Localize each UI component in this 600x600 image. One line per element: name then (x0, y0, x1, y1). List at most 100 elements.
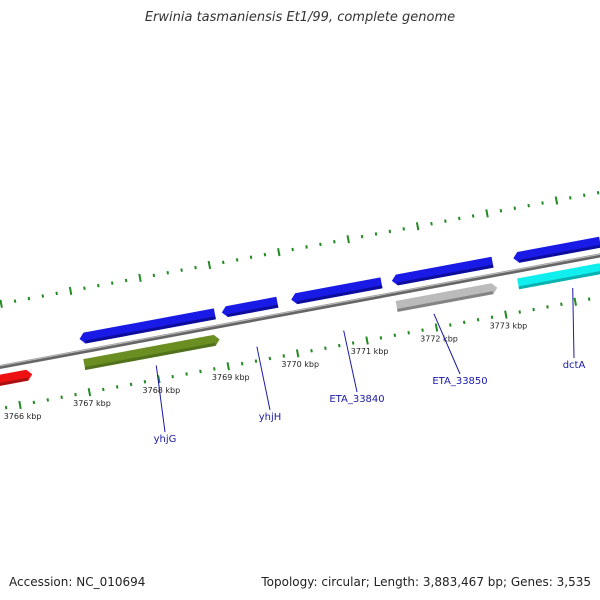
outer-minor-tick (457, 216, 461, 221)
inner-major-tick (504, 310, 508, 319)
inner-minor-tick (268, 356, 272, 361)
gene-label-leader (256, 346, 271, 411)
outer-minor-tick (55, 291, 58, 296)
outer-minor-tick (194, 265, 197, 270)
inner-major-tick (295, 349, 300, 358)
inner-minor-tick (462, 320, 466, 325)
inner-minor-tick (560, 302, 563, 307)
inner-major-tick (434, 323, 439, 332)
gene-arrow (513, 236, 600, 263)
outer-minor-tick (430, 221, 433, 226)
inner-minor-tick (518, 310, 522, 314)
outer-minor-tick (13, 299, 17, 303)
scale-label: 3769 kbp (212, 373, 250, 382)
outer-minor-tick (124, 278, 128, 283)
outer-tick-ring (0, 190, 600, 308)
outer-minor-tick (305, 245, 308, 249)
genome-backbone (0, 253, 600, 370)
outer-minor-tick (152, 273, 156, 278)
scale-labels: 3766 kbp 3767 kbp 3768 kbp 3769 kbp 3770 kbp… (4, 321, 528, 420)
gene-label-leader (433, 313, 461, 375)
inner-minor-tick (129, 382, 133, 387)
outer-minor-tick (569, 196, 572, 200)
outer-major-tick (485, 209, 489, 218)
gene-arrow (391, 256, 494, 286)
scale-label: 3766 kbp (4, 412, 42, 421)
outer-minor-tick (596, 190, 600, 195)
inner-minor-tick (476, 318, 480, 322)
outer-minor-tick (582, 193, 586, 198)
inner-major-tick (18, 400, 22, 410)
gene-arrow-shadow (397, 264, 494, 286)
gene-arrow-shadow (518, 244, 600, 263)
genome-summary-text: Topology: circular; Length: 3,883,467 bp… (261, 575, 591, 589)
inner-minor-tick (282, 354, 286, 358)
gene-label-dcta: dctA (563, 360, 586, 371)
accession-text: Accession: NC_010694 (9, 575, 146, 589)
outer-minor-tick (527, 203, 530, 208)
inner-major-tick (226, 362, 230, 371)
inner-major-tick (365, 336, 369, 345)
outer-minor-tick (110, 281, 114, 285)
inner-minor-tick (407, 330, 410, 335)
inner-minor-tick (171, 374, 174, 379)
inner-minor-tick (213, 367, 216, 371)
outer-minor-tick (235, 258, 239, 262)
outer-major-tick (207, 260, 212, 270)
inner-major-tick (87, 387, 92, 397)
inner-major-tick (157, 375, 161, 384)
inner-minor-tick (185, 372, 188, 376)
gene-arrow-shadow (518, 271, 600, 290)
inner-minor-tick (324, 346, 327, 350)
outer-minor-tick (41, 294, 45, 298)
inner-minor-tick (240, 361, 244, 366)
gene-label-leader (572, 287, 575, 359)
gene-label-yhjh: yhjH (259, 412, 282, 423)
inner-minor-tick (393, 333, 397, 338)
inner-minor-tick (490, 315, 494, 319)
inner-minor-tick (254, 359, 258, 363)
inner-tick-ring (4, 297, 591, 410)
outer-major-tick (346, 235, 350, 244)
inner-minor-tick (587, 297, 591, 301)
outer-minor-tick (319, 242, 322, 247)
gene-arrow (221, 296, 279, 318)
outer-minor-tick (166, 270, 170, 275)
outer-minor-tick (444, 219, 447, 223)
outer-minor-tick (388, 229, 392, 234)
map-title: Erwinia tasmaniensis Et1/99, complete ge… (144, 10, 456, 25)
scale-label: 3768 kbp (143, 386, 181, 395)
gene-label-eta_33850: ETA_33850 (432, 376, 487, 387)
outer-minor-tick (263, 252, 267, 257)
inner-minor-tick (102, 387, 105, 392)
outer-minor-tick (333, 240, 336, 244)
inner-minor-tick (32, 400, 36, 405)
outer-minor-tick (374, 232, 378, 236)
backbone-highlight (0, 253, 600, 367)
inner-minor-tick (4, 405, 8, 410)
gene-label-leader (155, 365, 166, 433)
gene-arrow-shadow (227, 304, 279, 318)
inner-minor-tick (351, 341, 355, 345)
gene-labels: yhjG yhjH ETA_33840 ETA_33850 dctA (154, 287, 586, 445)
gene-arrow-shadow (84, 342, 216, 370)
inner-minor-tick (60, 395, 63, 400)
outer-minor-tick (291, 247, 294, 252)
outer-minor-tick (27, 296, 31, 301)
inner-minor-tick (338, 343, 341, 348)
inner-minor-tick (379, 336, 383, 340)
inner-minor-tick (74, 392, 77, 397)
outer-minor-tick (221, 260, 225, 265)
outer-minor-tick (499, 209, 503, 213)
inner-major-tick (573, 297, 577, 306)
inner-minor-tick (449, 323, 452, 327)
outer-minor-tick (360, 234, 364, 239)
scale-label: 3772 kbp (420, 334, 458, 343)
inner-minor-tick (310, 349, 313, 353)
gene-arrow-shadow (296, 285, 383, 305)
outer-minor-tick (249, 255, 253, 260)
outer-major-tick (277, 247, 281, 257)
backbone-line (0, 253, 600, 370)
inner-minor-tick (46, 398, 50, 402)
